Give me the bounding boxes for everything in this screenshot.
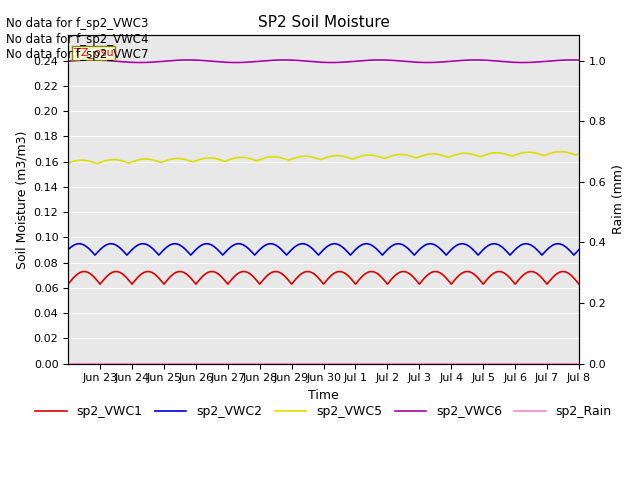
sp2_VWC2 — [561, 243, 568, 249]
sp2_VWC5 — [90, 160, 98, 166]
sp2_VWC6 — [64, 59, 72, 64]
sp2_Rain — [299, 361, 307, 367]
Line: sp2_VWC5: sp2_VWC5 — [68, 152, 579, 164]
sp2_VWC5 — [561, 149, 568, 155]
sp2_VWC1 — [467, 269, 474, 275]
sp2_VWC6 — [575, 57, 583, 63]
sp2_VWC1 — [304, 269, 312, 275]
Title: SP2 Soil Moisture: SP2 Soil Moisture — [258, 15, 390, 30]
sp2_VWC2 — [313, 251, 321, 256]
sp2_Rain — [313, 361, 321, 367]
sp2_VWC2 — [123, 252, 131, 258]
sp2_VWC5 — [557, 149, 564, 155]
sp2_VWC6 — [232, 60, 239, 65]
sp2_VWC1 — [575, 281, 583, 287]
sp2_VWC6 — [90, 57, 98, 63]
sp2_VWC6 — [472, 57, 479, 63]
sp2_Rain — [575, 361, 583, 367]
sp2_VWC6 — [467, 57, 474, 63]
Text: TZ_osu: TZ_osu — [74, 48, 113, 59]
sp2_VWC5 — [561, 149, 568, 155]
Text: No data for f_sp2_VWC7: No data for f_sp2_VWC7 — [6, 48, 149, 61]
sp2_VWC1 — [313, 274, 321, 279]
sp2_VWC5 — [300, 153, 307, 159]
sp2_VWC5 — [575, 151, 583, 157]
sp2_VWC1 — [64, 281, 72, 287]
sp2_VWC2 — [90, 252, 98, 257]
Y-axis label: Soil Moisture (m3/m3): Soil Moisture (m3/m3) — [15, 131, 28, 269]
sp2_Rain — [90, 361, 98, 367]
Text: No data for f_sp2_VWC3: No data for f_sp2_VWC3 — [6, 17, 148, 30]
Line: sp2_VWC2: sp2_VWC2 — [68, 244, 579, 255]
sp2_VWC2 — [561, 243, 568, 249]
sp2_VWC5 — [64, 160, 72, 166]
sp2_VWC6 — [313, 59, 321, 65]
sp2_VWC2 — [300, 241, 307, 247]
sp2_VWC5 — [467, 151, 474, 157]
Legend: sp2_VWC1, sp2_VWC2, sp2_VWC5, sp2_VWC6, sp2_Rain: sp2_VWC1, sp2_VWC2, sp2_VWC5, sp2_VWC6, … — [30, 400, 617, 423]
sp2_Rain — [560, 361, 568, 367]
sp2_VWC2 — [467, 245, 475, 251]
Line: sp2_VWC1: sp2_VWC1 — [68, 272, 579, 284]
sp2_VWC6 — [561, 57, 568, 63]
sp2_VWC1 — [90, 275, 98, 280]
sp2_Rain — [64, 361, 72, 367]
sp2_VWC5 — [93, 161, 101, 167]
sp2_VWC6 — [300, 58, 307, 64]
sp2_Rain — [467, 361, 474, 367]
sp2_VWC6 — [561, 57, 568, 63]
Text: No data for f_sp2_VWC4: No data for f_sp2_VWC4 — [6, 33, 149, 46]
sp2_Rain — [560, 361, 568, 367]
sp2_VWC2 — [575, 247, 583, 252]
sp2_VWC1 — [299, 270, 307, 276]
sp2_VWC2 — [64, 247, 72, 252]
Y-axis label: Raim (mm): Raim (mm) — [612, 165, 625, 234]
X-axis label: Time: Time — [308, 389, 339, 402]
sp2_VWC5 — [313, 156, 321, 161]
Line: sp2_VWC6: sp2_VWC6 — [68, 60, 579, 62]
sp2_VWC2 — [362, 241, 370, 247]
sp2_VWC1 — [560, 269, 568, 275]
sp2_VWC1 — [561, 269, 568, 275]
